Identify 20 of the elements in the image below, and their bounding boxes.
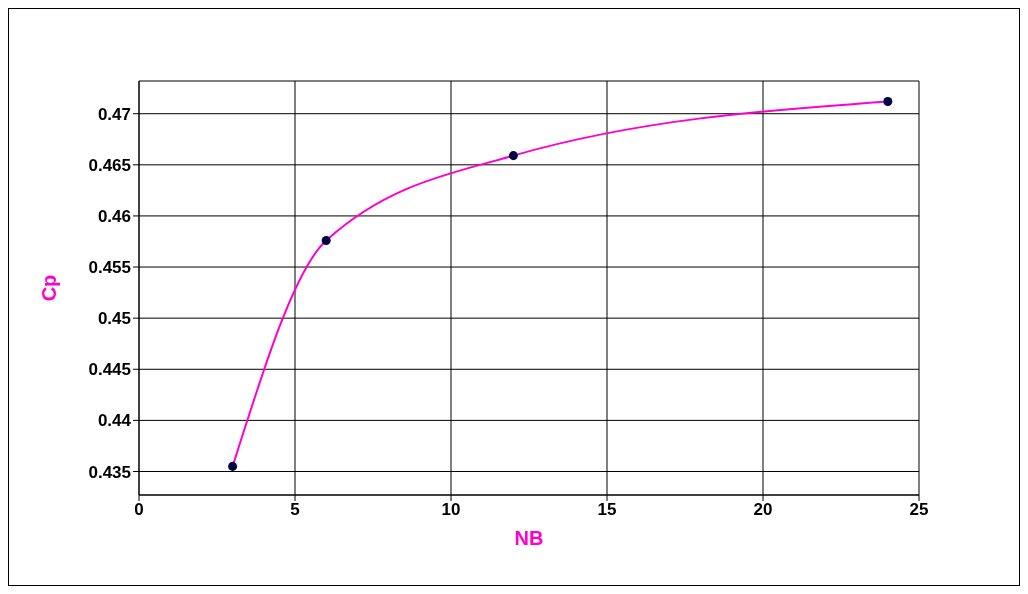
x-axis-title: NB	[514, 527, 544, 549]
point	[883, 96, 893, 106]
x-tick-label: 10	[441, 500, 461, 520]
y-tick-label: 0.47	[97, 104, 131, 124]
x-tick-label: 25	[909, 500, 929, 520]
x-tick-label: 20	[753, 500, 773, 520]
y-axis-title: Cp	[38, 274, 61, 302]
y-tick-label: 0.465	[88, 155, 131, 175]
x-tick-label: 0	[134, 500, 144, 520]
y-tick-label: 0.44	[97, 411, 132, 431]
y-tick-label: 0.45	[97, 309, 131, 329]
point	[228, 461, 238, 471]
y-tick-label: 0.46	[97, 206, 131, 226]
y-tick-label: 0.445	[88, 360, 131, 380]
point	[508, 151, 518, 161]
y-tick-label: 0.455	[88, 258, 131, 278]
x-tick-label: 5	[290, 500, 300, 520]
y-tick-label: 0.435	[88, 462, 131, 482]
point	[321, 235, 331, 245]
x-tick-label: 15	[597, 500, 617, 520]
